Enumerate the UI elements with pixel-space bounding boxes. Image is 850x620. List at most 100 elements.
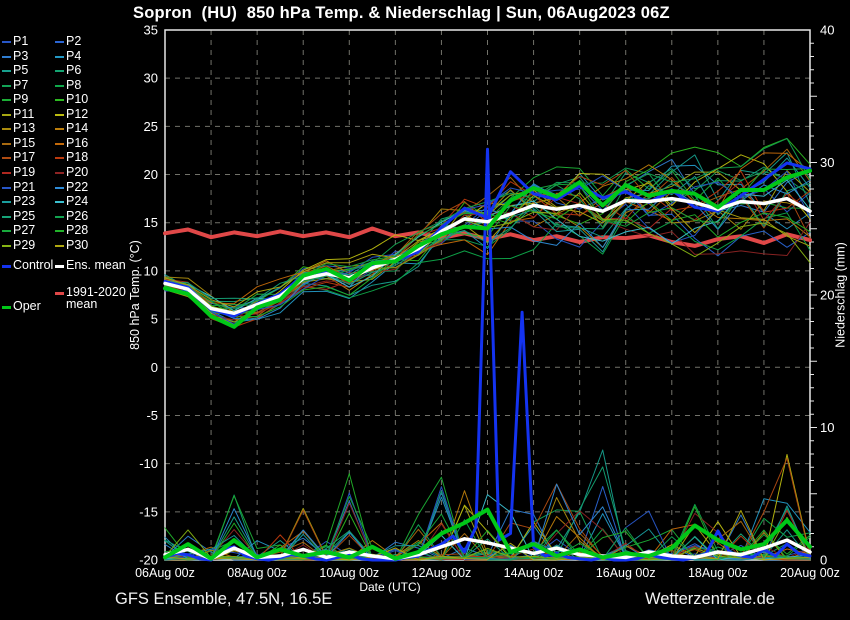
legend-item-p11: P11 (13, 106, 35, 121)
legend-item-p20: P20 (66, 164, 89, 179)
legend-item-p29: P29 (13, 237, 36, 252)
legend-item-p8: P8 (66, 77, 82, 92)
gridlines (165, 30, 810, 560)
y-axis-title-left: 850 hPa Temp. (°C) (128, 240, 142, 350)
series-highlighted (163, 147, 812, 562)
legend-item-p24: P24 (66, 194, 89, 209)
y-left-tick-label: -20 (139, 553, 158, 568)
x-tick-label: 20Aug 00z (780, 566, 840, 580)
legend-swatch (55, 41, 64, 43)
y-right-tick-label: 30 (820, 155, 834, 170)
legend-item-p14: P14 (66, 121, 89, 136)
chart-title: Sopron (HU) 850 hPa Temp. & Niederschlag… (133, 4, 670, 22)
footer-model-info: GFS Ensemble, 47.5N, 16.5E (115, 590, 333, 608)
legend-item-ens-mean: Ens. mean (66, 258, 126, 272)
y-right-tick-label: 40 (820, 23, 834, 38)
legend-item-oper: Oper (13, 299, 41, 313)
y-left-tick-label: 15 (144, 215, 158, 230)
x-tick-label: 12Aug 00z (412, 566, 472, 580)
y-left-tick-label: 5 (151, 312, 158, 327)
legend-swatch (2, 113, 11, 116)
x-tick-label: 08Aug 00z (227, 566, 287, 580)
series-ensemble-members (164, 137, 811, 561)
legend-item-clim-mean-line2: mean (66, 297, 98, 311)
legend-swatch (2, 171, 11, 174)
legend-swatch (55, 171, 64, 174)
member-temp-line-P28 (164, 201, 811, 318)
legend-item-p2: P2 (66, 34, 82, 48)
y-left-tick-label: -10 (139, 456, 158, 471)
legend-item-p25: P25 (13, 208, 36, 223)
legend-item-control: Control (13, 258, 54, 272)
ens-mean-precip-line (163, 537, 812, 561)
legend-swatch (55, 265, 64, 268)
footer-branding: Wetterzentrale.de (645, 590, 775, 608)
member-precip-line-P28 (164, 473, 811, 561)
x-tick-label: 14Aug 00z (504, 566, 564, 580)
y-axis-title-right: Niederschlag (mm) (833, 242, 848, 348)
legend-swatch (55, 186, 64, 189)
legend-swatch (55, 292, 64, 295)
y-left-tick-label: 0 (151, 360, 158, 375)
legend-item-p28: P28 (66, 223, 89, 238)
legend-swatch (2, 70, 11, 73)
legend-item-p27: P27 (13, 223, 36, 238)
legend-swatch (55, 99, 64, 102)
legend-item-p23: P23 (13, 194, 36, 209)
legend-swatch (2, 55, 11, 58)
x-tick-label: 10Aug 00z (319, 566, 379, 580)
legend-swatch (2, 215, 11, 218)
legend-swatch (55, 157, 64, 160)
legend-swatch (55, 215, 64, 218)
legend-swatch (2, 157, 11, 160)
legend-swatch (55, 113, 64, 116)
legend-swatch (2, 306, 11, 309)
legend-swatch (2, 244, 11, 247)
legend-swatch (2, 230, 11, 233)
axis-tick-labels: 35 30 25 20 15 10 5 0 -5 -10 -15 -20 0 10 20 30 40 06Aug … (135, 23, 840, 581)
y-left-tick-label: 25 (144, 119, 158, 134)
legend-item-p10: P10 (66, 92, 89, 107)
legend-swatch (2, 99, 11, 102)
legend-swatch (55, 128, 64, 131)
legend-item-p6: P6 (66, 63, 82, 78)
legend-swatch (2, 186, 11, 189)
y-right-tick-label: 10 (820, 420, 834, 435)
legend-swatch (55, 142, 64, 145)
legend-item-p7: P7 (13, 77, 29, 92)
legend-item-p15: P15 (13, 135, 36, 150)
legend-swatch (2, 142, 11, 145)
y-right-tick-label: 0 (820, 553, 827, 568)
x-tick-label: 16Aug 00z (596, 566, 656, 580)
y-right-tick-label: 20 (820, 288, 834, 303)
legend-item-p13: P13 (13, 121, 36, 136)
legend-item-p30: P30 (66, 237, 89, 252)
y-left-tick-label: 30 (144, 71, 158, 86)
legend-item-p1: P1 (13, 34, 29, 48)
y-left-tick-label: 10 (144, 263, 158, 278)
member-temp-line-P21 (164, 170, 811, 325)
legend-item-p22: P22 (66, 179, 89, 194)
legend-swatch (55, 84, 64, 87)
legend-item-clim-mean: 1991-2020 (66, 285, 126, 299)
legend-item-p4: P4 (66, 48, 82, 63)
oper-precip-line (163, 507, 812, 561)
legend-swatch (2, 41, 11, 43)
legend-swatch (2, 128, 11, 131)
legend-item-p5: P5 (13, 63, 29, 78)
right-axis-ticks (810, 42, 817, 548)
member-temp-line-P18 (164, 170, 811, 328)
legend-swatch (55, 201, 64, 204)
ens-mean-temp-line (163, 196, 812, 316)
legend-swatch (2, 265, 11, 268)
legend-swatch (55, 55, 64, 58)
legend-item-p18: P18 (66, 150, 89, 165)
member-temp-line-P30 (164, 180, 811, 308)
y-left-tick-label: 20 (144, 167, 158, 182)
legend-swatch (2, 84, 11, 87)
y-left-tick-label: -5 (146, 408, 158, 423)
oper-temp-line (163, 168, 812, 329)
legend-item-p3: P3 (13, 48, 29, 63)
